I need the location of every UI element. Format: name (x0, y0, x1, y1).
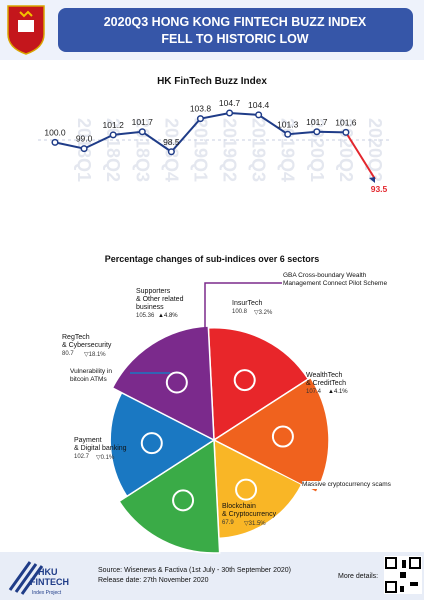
point (196, 115, 205, 123)
sector-label: Supporters & Other related business (136, 288, 184, 311)
x-tick-label: 2018Q3 (132, 118, 152, 182)
qr-code (384, 556, 422, 594)
annotation: GBA Cross-boundary Wealth Management Con… (283, 272, 388, 288)
annotation: Massive cryptocurrency scams (302, 481, 391, 489)
footer-bg (0, 552, 424, 600)
x-tick-label: 2020Q1 (307, 118, 327, 182)
arrow-head (369, 177, 375, 183)
sector-icon (172, 489, 195, 512)
sector-icon (165, 371, 188, 394)
sector-change: ▲4.8% (158, 313, 178, 319)
sector-label: Blockchain & Cryptocurrency (222, 503, 277, 518)
sector-label: WealthTech & CreditTech (306, 372, 347, 387)
source: Source: Wisenews & Factiva (1st July - 3… (98, 567, 291, 574)
callout (269, 469, 301, 486)
sector-change: ▽31.5% (244, 521, 266, 527)
sector (111, 325, 215, 442)
sector-label: RegTech & Cybersecurity (62, 334, 112, 349)
more-details: More details: (338, 573, 378, 580)
point (138, 128, 146, 136)
sector (207, 327, 310, 442)
point (109, 131, 117, 139)
point (313, 128, 321, 136)
value-label: 101.2 (103, 120, 125, 130)
sector-value: 67.9 (222, 520, 234, 526)
title-line: FELL TO HISTORIC LOW (161, 32, 308, 46)
value-label: 101.3 (277, 119, 299, 129)
value-label: 101.7 (306, 117, 328, 127)
sector-value: 100.8 (232, 309, 248, 315)
point (225, 109, 234, 117)
logo-text: HKU (38, 567, 58, 577)
sector-icon (140, 432, 163, 455)
sector-value: 105.36 (136, 313, 155, 319)
sector-change: ▽18.1% (84, 352, 106, 358)
point (284, 130, 292, 138)
logo-text: Index Project (32, 590, 62, 596)
value-label: 104.7 (219, 98, 241, 108)
sector-value: 80.7 (62, 351, 74, 357)
sector-label: Payment & Digital banking (74, 437, 127, 452)
chart-title: Percentage changes of sub-indices over 6… (105, 254, 320, 264)
x-tick-label: 2019Q1 (190, 118, 210, 182)
sector-label: InsurTech (232, 300, 263, 307)
point (342, 128, 350, 136)
sector-change: ▲4.1% (328, 389, 348, 395)
sector-value: 102.7 (74, 454, 90, 460)
annotation: Vulnerability in bitcoin ATMs (70, 368, 113, 384)
sector (213, 438, 303, 540)
point (255, 111, 263, 119)
value-label: 99.0 (76, 134, 93, 144)
callout (204, 282, 282, 355)
value-label: 98.5 (163, 137, 180, 147)
sector-icon (233, 369, 256, 392)
sector (118, 438, 221, 554)
x-tick-label: 2019Q3 (249, 118, 269, 182)
title-line: 2020Q3 HONG KONG FINTECH BUZZ INDEX (104, 15, 367, 29)
sector-change: ▽3.2% (254, 310, 273, 316)
x-tick-label: 2020Q2 (336, 118, 356, 182)
sector-change: ▽0.1% (96, 455, 115, 461)
value-label: 104.4 (248, 100, 270, 110)
line-drop (345, 131, 376, 180)
value-label: 101.7 (132, 117, 154, 127)
sector-icon (235, 478, 258, 501)
sector-value: 107.4 (306, 389, 322, 395)
x-tick-label: 2019Q2 (220, 118, 240, 182)
point (80, 145, 88, 153)
sector-icon (271, 425, 294, 448)
x-tick-label: 2020Q3 (365, 118, 385, 182)
chart-title: HK FinTech Buzz Index (157, 76, 267, 87)
release-date: Release date: 27th November 2020 (98, 577, 209, 584)
value-label: 93.5 (371, 184, 388, 194)
hku-crest (7, 5, 45, 55)
value-label: 103.8 (190, 104, 212, 114)
point (51, 138, 59, 146)
point (167, 148, 175, 156)
logo-text: FINTECH (30, 577, 69, 587)
value-label: 100.0 (44, 127, 66, 137)
value-label: 101.6 (335, 117, 357, 127)
title-banner (58, 8, 413, 52)
footer-logo (8, 561, 44, 595)
